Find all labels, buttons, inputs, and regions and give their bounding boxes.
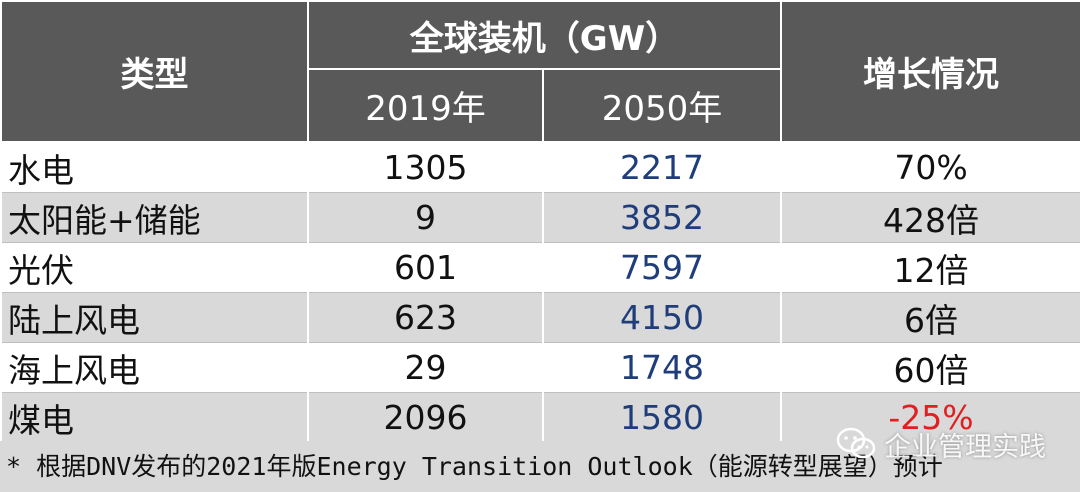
- cell-2050: 1748: [541, 342, 783, 393]
- cell-2019: 2096: [307, 392, 544, 442]
- table-row: 水电 1305 2217 70%: [0, 141, 1080, 193]
- cell-2050: 4150: [541, 292, 783, 343]
- table-row: 光伏 601 7597 12倍: [0, 242, 1080, 293]
- header-type: 类型: [0, 0, 309, 143]
- cell-type: 水电: [0, 141, 309, 193]
- cell-growth: 428倍: [780, 192, 1080, 243]
- cell-2050: 3852: [541, 192, 783, 243]
- watermark-text: 企业管理实践: [884, 431, 1046, 463]
- cell-type: 煤电: [0, 392, 309, 442]
- header-growth: 增长情况: [780, 0, 1080, 143]
- table-row: 海上风电 29 1748 60倍: [0, 342, 1080, 393]
- header-installed: 全球装机（GW）: [306, 0, 783, 70]
- cell-type: 海上风电: [0, 342, 309, 393]
- cell-2019: 9: [307, 192, 544, 243]
- header-2050: 2050年: [541, 68, 783, 143]
- wechat-icon: [836, 427, 876, 459]
- cell-growth: 6倍: [780, 292, 1080, 343]
- table-row: 煤电 2096 1580 -25%: [0, 392, 1080, 442]
- cell-type: 陆上风电: [0, 292, 309, 343]
- cell-growth: 70%: [780, 141, 1080, 193]
- cell-2019: 623: [307, 292, 544, 343]
- watermark: 企业管理实践: [836, 424, 1046, 464]
- table-row: 太阳能+储能 9 3852 428倍: [0, 192, 1080, 243]
- cell-2050: 7597: [541, 242, 783, 293]
- cell-type: 光伏: [0, 242, 309, 293]
- cell-2019: 1305: [307, 141, 544, 193]
- cell-2050: 1580: [541, 392, 783, 442]
- cell-type: 太阳能+储能: [0, 192, 309, 243]
- capacity-table: 类型 全球装机（GW） 增长情况 2019年 2050年 水电 1305 221…: [0, 0, 1080, 442]
- cell-growth: 60倍: [780, 342, 1080, 393]
- footnote: * 根据DNV发布的2021年版Energy Transition Outloo…: [0, 441, 1080, 492]
- cell-2019: 29: [307, 342, 544, 393]
- cell-2050: 2217: [541, 141, 783, 193]
- cell-growth: 12倍: [780, 242, 1080, 293]
- cell-2019: 601: [307, 242, 544, 293]
- cell-growth-negative: -25%: [780, 392, 1080, 442]
- header-2019: 2019年: [307, 68, 544, 143]
- table-row: 陆上风电 623 4150 6倍: [0, 292, 1080, 343]
